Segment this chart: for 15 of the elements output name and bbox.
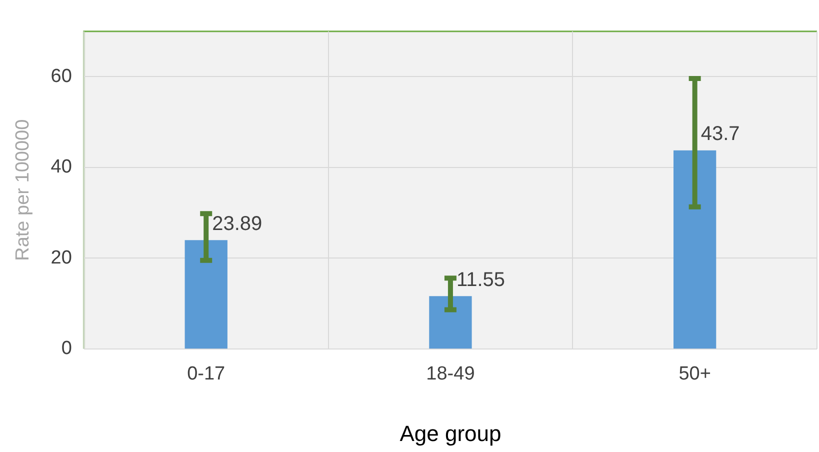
bar [429,296,472,349]
data-label: 43.7 [700,123,740,146]
y-tick-label: 40 [50,156,72,178]
y-tick-label: 20 [50,247,72,268]
y-tick-label: 60 [50,66,72,87]
data-label: 11.55 [456,268,506,291]
y-axis-title: Rate per 100000 [12,119,34,261]
bar [673,150,716,349]
x-tick-label: 50+ [678,363,711,384]
y-tick-label: 0 [61,338,72,360]
bar [184,240,228,349]
x-tick-label: 0-17 [187,363,226,384]
x-axis-title: Age group [400,420,502,446]
data-label: 23.89 [212,212,262,235]
x-tick-label: 18-49 [426,363,475,384]
